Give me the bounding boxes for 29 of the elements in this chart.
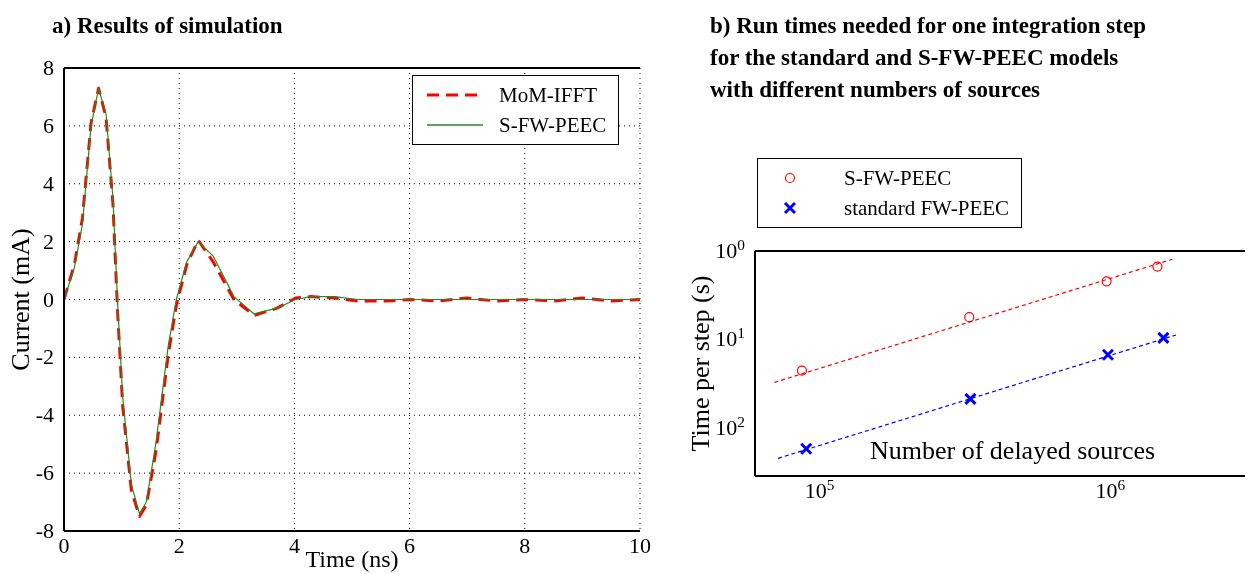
legend-label: MoM-IFFT: [499, 82, 598, 108]
chart-title: b) Run times needed for one integration step for the standard and S-FW-PEEC models with different numbers of sources: [710, 12, 1146, 104]
legend-label: standard FW-PEEC: [844, 195, 1010, 221]
y-tick-label: 8: [43, 55, 54, 80]
x-tick-label: 2: [173, 533, 185, 558]
y-tick-label: 10$^{0}$: [715, 235, 746, 263]
y-tick-label: 0: [43, 286, 54, 312]
x-tick-label: 10$^{6}$: [1095, 475, 1126, 503]
x-tick-label: 8: [519, 533, 531, 558]
y-axis-title: Time per step (s): [686, 275, 716, 452]
legend-label: S-FW-PEEC: [499, 112, 607, 138]
x-tick-label: 4: [288, 533, 300, 558]
x-tick-label: 6: [404, 533, 416, 558]
x-axis-title: Number of delayed sources: [870, 436, 1156, 466]
y-tick-label: 4: [43, 170, 54, 196]
legend-label: S-FW-PEEC: [844, 165, 952, 191]
x-tick-label: 10: [629, 533, 651, 558]
x-axis-title: Time (ns): [305, 546, 399, 572]
y-tick-label: -6: [35, 460, 54, 486]
y-tick-label: 10$^{2}$: [715, 412, 745, 440]
y-tick-label: 10$^{1}$: [715, 323, 745, 352]
chart-title: a) Results of simulation: [52, 12, 283, 40]
y-tick-label: -4: [35, 402, 54, 428]
x-tick-label: 10$^{5}$: [804, 475, 835, 503]
y-axis-title: Current (mA): [6, 228, 36, 371]
y-tick-label: 2: [43, 228, 54, 254]
y-tick-label: -2: [35, 344, 54, 370]
y-tick-label: -8: [35, 518, 54, 543]
y-tick-label: 6: [43, 112, 54, 138]
